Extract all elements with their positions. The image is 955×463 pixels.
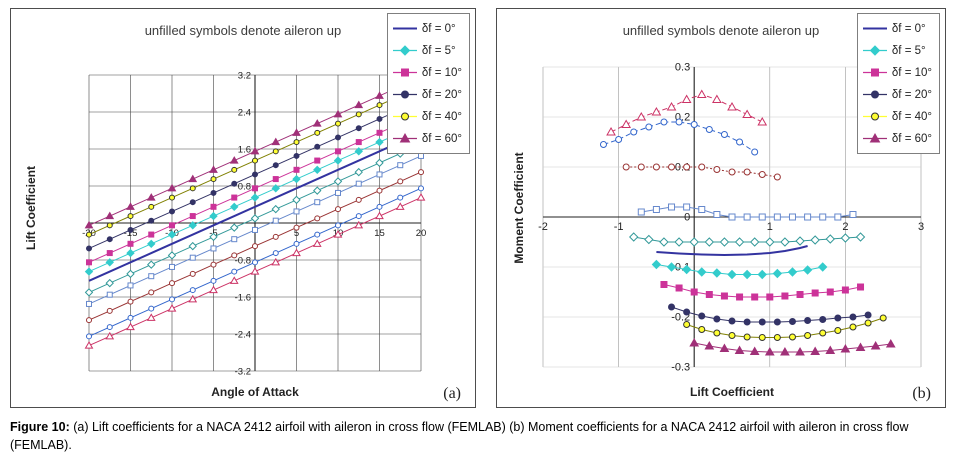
y-axis-title: Lift Coefficient — [24, 166, 38, 250]
legend-item-label: δf = 40° — [891, 110, 932, 123]
legend-item-label: δf = 0° — [421, 22, 456, 35]
data-series — [651, 259, 828, 280]
panel-label-b: (b) — [912, 385, 931, 402]
data-series — [88, 131, 422, 282]
legend-item-label: δf = 5° — [891, 44, 926, 57]
svg-text:-3.2: -3.2 — [235, 367, 251, 378]
chart-title: unfilled symbols denote aileron up — [144, 23, 342, 38]
svg-text:-1: -1 — [614, 221, 624, 233]
svg-text:1.6: 1.6 — [238, 145, 251, 156]
legend-item: δf = 40° — [862, 106, 932, 127]
lift-vs-angle-plot: -20-15-10-551015203.22.41.60.8-0.8-1.6-2… — [82, 71, 426, 378]
tick-labels: -20-15-10-551015203.22.41.60.8-0.8-1.6-2… — [82, 71, 426, 378]
legend-item: δf = 5° — [392, 40, 462, 61]
data-series — [629, 232, 866, 247]
svg-text:-2: -2 — [538, 221, 548, 233]
legend-item: δf = 20° — [862, 84, 932, 105]
panel-label-a: (a) — [443, 385, 461, 402]
data-series — [84, 140, 426, 297]
triangle-marker-icon — [862, 132, 887, 143]
legend-item-label: δf = 60° — [421, 132, 462, 145]
legend-item-label: δf = 20° — [421, 88, 462, 101]
legend-item-label: δf = 5° — [421, 44, 456, 57]
svg-text:5: 5 — [294, 228, 299, 239]
circle-marker-icon — [862, 112, 887, 121]
data-series — [86, 169, 424, 324]
circle-marker-icon — [392, 90, 417, 99]
caption-text: (a) Lift coefficients for a NACA 2412 ai… — [10, 420, 909, 452]
data-series — [599, 118, 759, 156]
legend-item-label: δf = 40° — [421, 110, 462, 123]
caption-prefix: Figure 10: — [10, 420, 70, 434]
svg-text:2.4: 2.4 — [238, 108, 251, 119]
legend-item-label: δf = 0° — [891, 22, 926, 35]
legend-item: δf = 60° — [392, 128, 462, 149]
legend-item: δf = 5° — [862, 40, 932, 61]
legend-item-label: δf = 60° — [891, 132, 932, 145]
legend-item-label: δf = 10° — [421, 66, 462, 79]
line-marker-icon — [862, 27, 887, 30]
svg-text:3: 3 — [918, 221, 924, 233]
svg-text:0: 0 — [684, 212, 690, 224]
lift-chart-panel: -20-15-10-551015203.22.41.60.8-0.8-1.6-2… — [10, 8, 476, 408]
data-series — [689, 337, 896, 356]
svg-text:-2.4: -2.4 — [235, 330, 251, 341]
data-series — [656, 245, 808, 257]
legend-item: δf = 20° — [392, 84, 462, 105]
svg-text:2: 2 — [842, 221, 848, 233]
square-marker-icon — [862, 68, 887, 77]
diamond-marker-icon — [862, 45, 887, 56]
moment-vs-lift-plot: -2 -1 1 2 30.30.20.10-0.1-0.2-0.3 — [538, 62, 924, 374]
y-axis-title: Moment Coefficient — [512, 152, 526, 264]
svg-text:0.8: 0.8 — [238, 182, 251, 193]
svg-text:-1.6: -1.6 — [235, 293, 251, 304]
data-series — [683, 314, 887, 341]
data-series — [660, 281, 865, 301]
data-series — [86, 185, 424, 340]
figure-caption: Figure 10: (a) Lift coefficients for a N… — [10, 419, 946, 454]
legend-item: δf = 0° — [392, 18, 462, 39]
legend-box: δf = 0° δf = 5° δf = 10° δf = 20° δf = 40° δf… — [856, 13, 940, 154]
data-series — [86, 152, 424, 307]
triangle-marker-icon — [392, 132, 417, 143]
svg-text:-0.3: -0.3 — [671, 362, 690, 374]
svg-text:20: 20 — [416, 228, 427, 239]
axes — [89, 75, 421, 371]
moment-chart-panel: -2 -1 1 2 3 0.3 0.2 0.1 0 -0.1 -0.2 -0.3 unfilled s… — [496, 8, 946, 408]
circle-marker-icon — [862, 90, 887, 99]
legend-item: δf = 60° — [862, 128, 932, 149]
line-marker-icon — [392, 27, 417, 30]
data-series — [637, 203, 857, 221]
data-series — [84, 193, 426, 349]
legend-item-label: δf = 20° — [891, 88, 932, 101]
svg-text:3.2: 3.2 — [238, 71, 251, 82]
legend-item: δf = 0° — [862, 18, 932, 39]
data-series — [606, 89, 768, 136]
legend-box: δf = 0° δf = 5° δf = 10° δf = 20° δf = 40° δf… — [386, 13, 470, 154]
legend-item-label: δf = 10° — [891, 66, 932, 79]
data-series — [622, 163, 781, 181]
circle-marker-icon — [392, 112, 417, 121]
svg-text:-15: -15 — [124, 228, 138, 239]
data-series — [668, 303, 872, 326]
data-series — [84, 72, 426, 229]
square-marker-icon — [392, 68, 417, 77]
legend-item: δf = 10° — [392, 62, 462, 83]
diamond-marker-icon — [392, 45, 417, 56]
svg-text:1: 1 — [767, 221, 773, 233]
svg-text:15: 15 — [374, 228, 385, 239]
svg-text:-0.8: -0.8 — [235, 256, 251, 267]
legend-item: δf = 10° — [862, 62, 932, 83]
svg-text:0.3: 0.3 — [675, 62, 690, 74]
x-axis-title: Lift Coefficient — [690, 385, 774, 399]
x-axis-title: Angle of Attack — [211, 385, 299, 399]
legend-item: δf = 40° — [392, 106, 462, 127]
chart-title: unfilled symbols denote aileron up — [622, 23, 820, 38]
